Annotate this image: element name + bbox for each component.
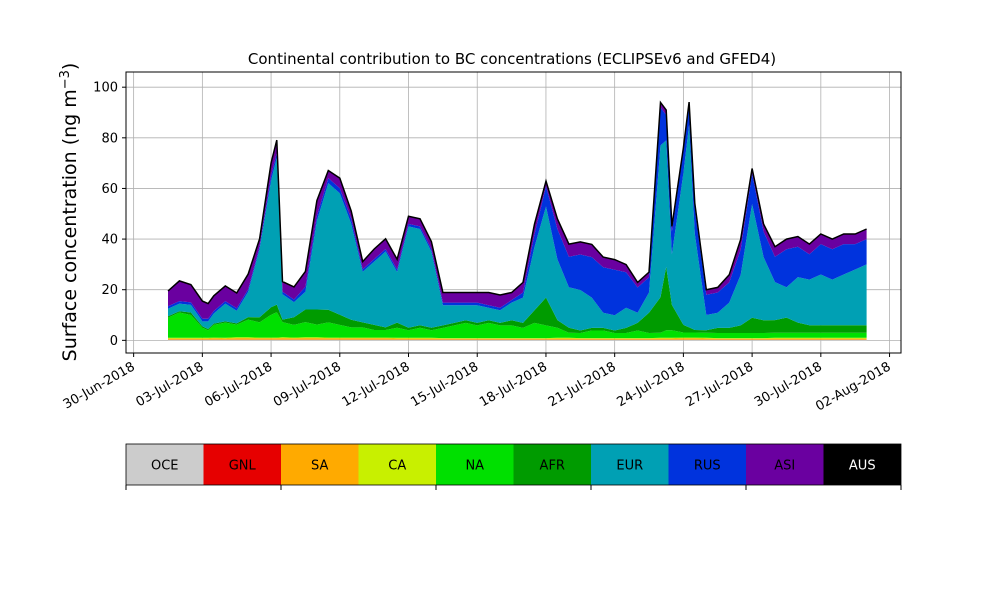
x-tick-label: 12-Jul-2018 [340, 359, 413, 410]
area-na [168, 312, 867, 339]
chart-title: Continental contribution to BC concentra… [248, 50, 776, 68]
legend-swatch-gnl [203, 444, 281, 485]
legend-swatch-ca [358, 444, 436, 485]
x-tick-label: 18-Jul-2018 [477, 359, 550, 410]
area-sa [168, 338, 867, 340]
legend-swatch-na [436, 444, 514, 485]
legend-label-asi: ASI [774, 459, 795, 474]
legend-swatch-oce [126, 444, 204, 485]
legend-label-oce: OCE [151, 459, 179, 474]
y-tick-label: 0 [110, 334, 118, 349]
legend-label-gnl: GNL [229, 459, 257, 474]
legend-swatch-aus [823, 444, 901, 485]
y-tick-label: 100 [93, 81, 118, 96]
x-tick-label: 15-Jul-2018 [408, 359, 481, 410]
y-axis-label-close: ) [59, 63, 81, 70]
area-afr [168, 266, 867, 333]
x-axis: 30-Jun-201803-Jul-201806-Jul-201809-Jul-… [61, 353, 894, 415]
y-tick-label: 60 [101, 182, 118, 197]
legend-label-sa: SA [311, 459, 328, 474]
y-tick-label: 40 [101, 233, 118, 248]
legend-label-rus: RUS [694, 459, 721, 474]
total-line-group [167, 100, 867, 305]
x-tick-label: 09-Jul-2018 [271, 359, 344, 410]
legend-swatch-asi [746, 444, 824, 485]
y-axis-label-exponent: −3 [58, 70, 73, 89]
legend-colorbar: OCE GNL SA CA NA AFR EUR RUS ASI AUS [125, 443, 902, 490]
legend-label-afr: AFR [540, 459, 565, 474]
x-tick-label: 02-Aug-2018 [813, 359, 893, 414]
total-outline-line [167, 100, 867, 305]
x-tick-label: 24-Jul-2018 [615, 359, 688, 410]
legend-swatch-afr [513, 444, 591, 485]
y-tick-label: 20 [101, 283, 118, 298]
x-tick-label: 21-Jul-2018 [546, 359, 619, 410]
legend-label-aus: AUS [849, 459, 876, 474]
x-tick-label: 30-Jun-2018 [61, 359, 138, 412]
x-tick-label: 27-Jul-2018 [683, 359, 756, 410]
y-axis-label-text: Surface concentration (ng m [59, 89, 81, 361]
legend-swatch-sa [281, 444, 359, 485]
area-eur [168, 124, 867, 331]
legend-label-ca: CA [388, 459, 406, 474]
legend-swatch-eur [591, 444, 669, 485]
y-axis: 0 20 40 60 80 100 [93, 81, 126, 349]
area-oce [168, 339, 867, 341]
plot-area-frame [125, 71, 902, 354]
area-ca [168, 337, 867, 339]
y-axis-label: Surface concentration (ng m−3) [58, 63, 81, 362]
legend-label-na: NA [465, 459, 484, 474]
y-tick-label: 80 [101, 131, 118, 146]
legend-swatch-rus [668, 444, 746, 485]
x-tick-label: 03-Jul-2018 [134, 359, 207, 410]
x-tick-label: 06-Jul-2018 [202, 359, 275, 410]
legend-label-eur: EUR [616, 459, 643, 474]
legend-frame [125, 443, 902, 486]
